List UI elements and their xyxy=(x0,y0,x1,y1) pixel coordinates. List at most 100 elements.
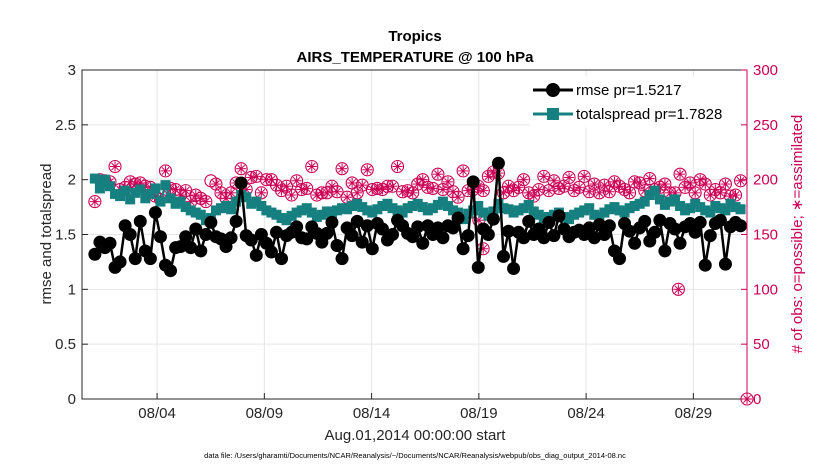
totalspread-point xyxy=(407,200,418,211)
y-right-tick-label: 0 xyxy=(753,391,761,408)
obs-assimilated-point xyxy=(478,185,489,196)
totalspread-point xyxy=(725,198,736,209)
totalspread-point xyxy=(226,204,237,215)
totalspread-point xyxy=(422,205,433,216)
rmse-point xyxy=(542,215,556,229)
obs-assimilated-point xyxy=(690,187,701,198)
totalspread-point xyxy=(478,207,489,218)
rmse-point xyxy=(537,231,551,245)
totalspread-point xyxy=(720,205,731,216)
legend-spread-label: totalspread pr=1.7828 xyxy=(576,106,722,123)
rmse-point xyxy=(290,220,304,234)
obs-assimilated-point xyxy=(281,181,292,192)
obs-assimilated-point xyxy=(432,169,443,180)
obs-possible-point xyxy=(249,169,263,183)
obs-assimilated-point xyxy=(236,163,247,174)
obs-assimilated-point xyxy=(301,183,312,194)
rmse-point xyxy=(244,233,258,247)
obs-assimilated-point xyxy=(226,187,237,198)
rmse-point xyxy=(436,231,450,245)
obs-possible-point xyxy=(416,173,430,187)
obs-possible-point xyxy=(728,188,743,202)
rmse-point xyxy=(179,230,193,244)
totalspread-point xyxy=(301,203,312,214)
rmse-point xyxy=(456,242,470,256)
totalspread-point xyxy=(427,203,438,214)
x-tick-label: 08/19 xyxy=(460,405,498,422)
obs-possible-point xyxy=(496,186,511,200)
totalspread-point xyxy=(680,205,691,216)
obs-possible-point xyxy=(671,282,685,296)
rmse-point xyxy=(113,255,127,269)
obs-assimilated-point xyxy=(347,177,358,188)
rmse-point xyxy=(355,235,369,249)
rmse-point xyxy=(547,229,561,243)
series-layer xyxy=(88,156,754,406)
obs-assimilated-point xyxy=(659,179,670,190)
obs-assimilated-point xyxy=(548,175,559,186)
y-axis-right-label: # of obs: o=possible; ∗=assimilated xyxy=(789,115,806,354)
totalspread-point xyxy=(397,207,408,218)
obs-possible-point xyxy=(108,159,122,174)
rmse-point xyxy=(623,224,637,238)
rmse-point xyxy=(269,225,283,239)
x-tick-label: 08/14 xyxy=(353,405,391,422)
obs-assimilated-point xyxy=(589,179,600,190)
rmse-point xyxy=(123,228,137,241)
totalspread-point xyxy=(276,213,287,224)
totalspread-point xyxy=(150,183,161,194)
totalspread-point xyxy=(170,198,181,209)
y-right-tick-label: 50 xyxy=(753,336,770,353)
totalspread-point xyxy=(296,205,307,216)
totalspread-point xyxy=(281,215,292,226)
rmse-point xyxy=(698,258,712,272)
x-tick-label: 08/04 xyxy=(138,405,176,422)
rmse-point xyxy=(375,222,389,236)
totalspread-point xyxy=(387,203,398,214)
obs-possible-point xyxy=(476,184,490,198)
y-axis-left-label: rmse and totalspread xyxy=(38,164,55,305)
rmse-point xyxy=(275,252,289,266)
totalspread-point xyxy=(195,209,206,220)
x-tick-label: 08/24 xyxy=(567,405,605,422)
totalspread-point xyxy=(730,202,741,213)
totalspread-point xyxy=(145,188,156,199)
totalspread-point xyxy=(649,185,660,196)
obs-possible-point xyxy=(547,174,561,188)
totalspread-point xyxy=(175,196,186,207)
obs-assimilated-point xyxy=(543,185,554,196)
rmse-point xyxy=(184,241,198,255)
rmse-point xyxy=(234,176,248,190)
totalspread-point xyxy=(261,205,272,216)
obs-possible-point xyxy=(577,169,591,183)
totalspread-point xyxy=(695,202,706,213)
obs-assimilated-point xyxy=(604,186,615,197)
totalspread-point xyxy=(710,200,721,211)
totalspread-point xyxy=(417,202,428,213)
rmse-point xyxy=(204,215,218,229)
obs-assimilated-point xyxy=(387,181,398,192)
obs-assimilated-point xyxy=(89,196,100,207)
totalspread-point xyxy=(528,206,539,217)
totalspread-point xyxy=(448,205,459,216)
obs-possible-point xyxy=(693,173,707,187)
obs-possible-point xyxy=(300,181,314,195)
obs-possible-point xyxy=(673,167,687,181)
obs-possible-point xyxy=(643,172,657,186)
obs-assimilated-point xyxy=(442,176,453,187)
obs-possible-point xyxy=(527,189,541,203)
totalspread-point xyxy=(705,207,716,218)
obs-assimilated-point xyxy=(160,165,171,176)
rmse-point xyxy=(653,213,667,227)
totalspread-point xyxy=(518,203,529,214)
totalspread-point xyxy=(316,209,327,220)
obs-possible-point xyxy=(385,179,400,193)
obs-possible-point xyxy=(501,179,516,193)
rmse-point xyxy=(229,214,243,228)
y-left-tick-label: 0 xyxy=(68,391,76,408)
totalspread-point xyxy=(624,203,635,214)
rmse-point xyxy=(406,230,420,244)
rmse-point xyxy=(446,221,460,235)
totalspread-point xyxy=(675,200,686,211)
rmse-point xyxy=(330,238,344,252)
